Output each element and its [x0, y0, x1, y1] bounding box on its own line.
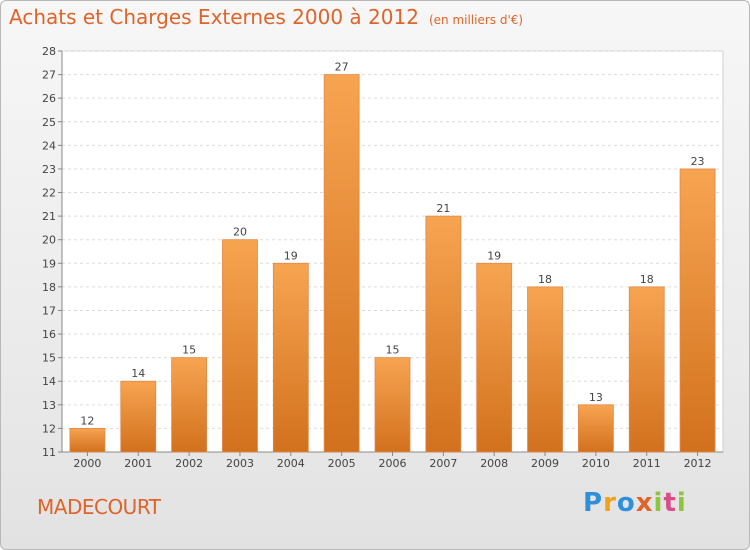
data-label: 15 — [182, 344, 196, 357]
bar — [476, 262, 513, 453]
bar — [374, 357, 411, 453]
x-tick-label: 2012 — [684, 457, 712, 470]
y-tick-label: 16 — [42, 328, 56, 341]
bar — [171, 357, 208, 453]
logo-letter: o — [616, 488, 636, 518]
x-tick-label: 2004 — [277, 457, 305, 470]
bar — [69, 428, 106, 453]
x-tick-label: 2011 — [633, 457, 661, 470]
y-tick-label: 14 — [42, 375, 56, 388]
bar — [628, 286, 665, 453]
y-tick-label: 24 — [42, 139, 56, 152]
y-tick-label: 22 — [42, 187, 56, 200]
x-tick-label: 2008 — [480, 457, 508, 470]
bar — [222, 239, 258, 453]
logo-letter: i — [653, 488, 664, 518]
bar — [527, 286, 563, 453]
logo-letter: r — [603, 488, 617, 518]
logo-letter: P — [583, 488, 604, 518]
data-label: 19 — [284, 249, 298, 262]
bar — [577, 404, 614, 453]
data-label: 18 — [640, 273, 654, 286]
bar — [272, 262, 309, 453]
y-tick-label: 12 — [42, 422, 56, 435]
y-tick-label: 23 — [42, 163, 56, 176]
y-tick-label: 11 — [42, 446, 56, 459]
y-tick-label: 15 — [42, 352, 56, 365]
data-label: 20 — [233, 226, 247, 239]
data-label: 13 — [589, 391, 603, 404]
proxiti-logo: Proxiti — [583, 488, 687, 518]
x-tick-label: 2001 — [124, 457, 152, 470]
data-label: 12 — [80, 414, 94, 427]
x-tick-label: 2002 — [175, 457, 203, 470]
x-tick-label: 2003 — [226, 457, 254, 470]
chart-title: Achats et Charges Externes 2000 à 2012 (e… — [9, 5, 523, 29]
x-tick-label: 2009 — [531, 457, 559, 470]
bar — [323, 74, 360, 453]
logo-letter: x — [635, 488, 654, 518]
y-tick-label: 13 — [42, 399, 56, 412]
data-label: 14 — [131, 367, 145, 380]
data-label: 23 — [691, 155, 705, 168]
logo-letter: i — [676, 488, 687, 518]
y-tick-label: 18 — [42, 281, 56, 294]
data-label: 27 — [335, 61, 349, 74]
y-tick-label: 26 — [42, 92, 56, 105]
bar — [425, 215, 462, 453]
data-label: 18 — [538, 273, 552, 286]
y-tick-label: 28 — [42, 45, 56, 58]
commune-name: MADECOURT — [37, 495, 161, 519]
chart-title-text: Achats et Charges Externes 2000 à 2012 — [9, 5, 419, 29]
data-label: 15 — [386, 344, 400, 357]
bar — [120, 380, 157, 453]
logo-letter: t — [663, 488, 677, 518]
y-tick-label: 21 — [42, 210, 56, 223]
x-tick-label: 2006 — [379, 457, 407, 470]
y-tick-label: 27 — [42, 69, 56, 82]
y-tick-label: 17 — [42, 304, 56, 317]
y-tick-label: 25 — [42, 116, 56, 129]
x-tick-label: 2005 — [328, 457, 356, 470]
x-tick-label: 2000 — [73, 457, 101, 470]
data-label: 21 — [436, 202, 450, 215]
data-label: 19 — [487, 249, 501, 262]
y-tick-label: 20 — [42, 234, 56, 247]
chart-subtitle: (en milliers d'€) — [428, 13, 524, 27]
bar — [679, 168, 716, 453]
y-tick-label: 19 — [42, 257, 56, 270]
x-tick-label: 2007 — [429, 457, 457, 470]
x-tick-label: 2010 — [582, 457, 610, 470]
